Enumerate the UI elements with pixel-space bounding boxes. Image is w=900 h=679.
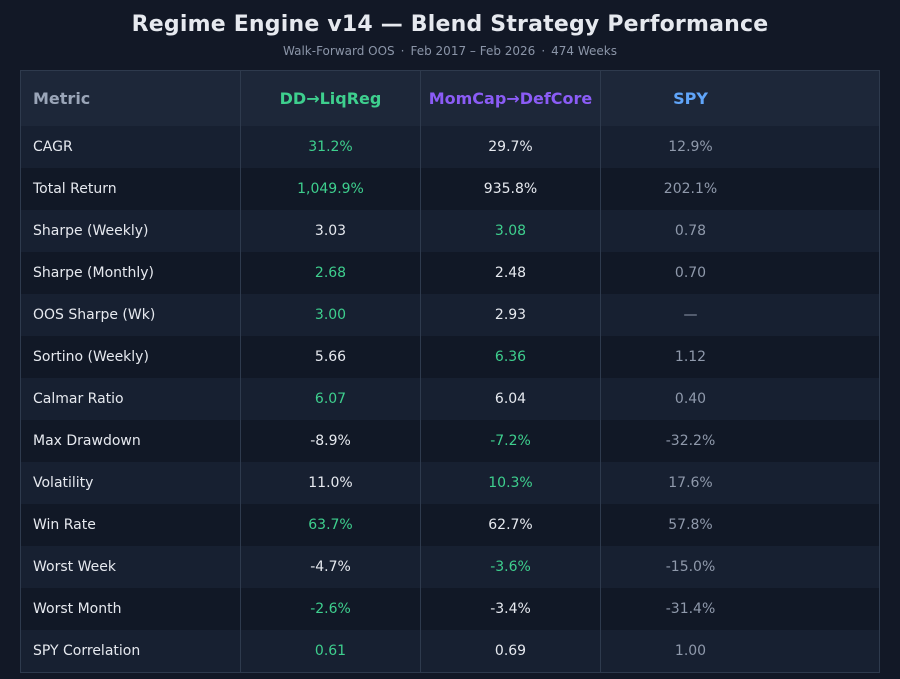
- value-momcap-defcore: 6.04: [494, 391, 527, 407]
- metric-label: Max Drawdown: [33, 433, 141, 449]
- column-divider: [420, 71, 421, 672]
- value-spy: 17.6%: [668, 475, 713, 491]
- value-momcap-defcore: 6.36: [494, 349, 527, 365]
- value-momcap-defcore: 2.93: [494, 307, 527, 323]
- table-row: Sortino (Weekly) 5.66 6.36 1.12: [21, 336, 879, 378]
- value-spy: 0.78: [674, 223, 707, 239]
- table-row: Max Drawdown -8.9% -7.2% -32.2%: [21, 420, 879, 462]
- value-momcap-defcore: 29.7%: [488, 139, 533, 155]
- metric-label: Worst Week: [33, 559, 116, 575]
- subtitle-period: Feb 2017 – Feb 2026: [410, 44, 536, 58]
- column-divider: [240, 71, 241, 672]
- value-dd-liqreg: 11.0%: [308, 475, 353, 491]
- value-dd-liqreg: -8.9%: [310, 433, 351, 449]
- value-spy: 0.40: [674, 391, 707, 407]
- value-momcap-defcore: 3.08: [494, 223, 527, 239]
- column-divider: [600, 71, 601, 672]
- header-momcap-defcore: MomCap→DefCore: [428, 89, 593, 108]
- table-header-row: Metric DD→LiqReg MomCap→DefCore SPY: [21, 71, 879, 126]
- value-spy: 1.00: [674, 643, 707, 659]
- value-momcap-defcore: -3.4%: [490, 601, 531, 617]
- subtitle-method: Walk-Forward OOS: [283, 44, 395, 58]
- metric-label: OOS Sharpe (Wk): [33, 307, 156, 323]
- metric-label: Sharpe (Weekly): [33, 223, 149, 239]
- value-momcap-defcore: 62.7%: [488, 517, 533, 533]
- value-spy: —: [683, 307, 698, 323]
- value-dd-liqreg: -2.6%: [310, 601, 351, 617]
- metric-label: Sortino (Weekly): [33, 349, 149, 365]
- metric-label: Total Return: [33, 181, 117, 197]
- metric-label: Calmar Ratio: [33, 391, 124, 407]
- value-dd-liqreg: 5.66: [314, 349, 347, 365]
- subtitle-separator: ·: [400, 44, 405, 58]
- subtitle-weeks: 474 Weeks: [551, 44, 617, 58]
- value-spy: 202.1%: [663, 181, 718, 197]
- table-row: SPY Correlation 0.61 0.69 1.00: [21, 630, 879, 672]
- value-momcap-defcore: -7.2%: [490, 433, 531, 449]
- value-spy: -15.0%: [665, 559, 716, 575]
- value-spy: 0.70: [674, 265, 707, 281]
- header-dd-liqreg: DD→LiqReg: [279, 89, 382, 108]
- table-row: Total Return 1,049.9% 935.8% 202.1%: [21, 168, 879, 210]
- metric-label: Win Rate: [33, 517, 96, 533]
- chart-title: Regime Engine v14 — Blend Strategy Perfo…: [131, 12, 769, 37]
- value-momcap-defcore: 0.69: [494, 643, 527, 659]
- value-dd-liqreg: -4.7%: [310, 559, 351, 575]
- value-dd-liqreg: 2.68: [314, 265, 347, 281]
- value-spy: -31.4%: [665, 601, 716, 617]
- value-momcap-defcore: -3.6%: [490, 559, 531, 575]
- table-row: Volatility 11.0% 10.3% 17.6%: [21, 462, 879, 504]
- metric-label: SPY Correlation: [33, 643, 141, 659]
- value-dd-liqreg: 3.00: [314, 307, 347, 323]
- subtitle-separator: ·: [541, 44, 546, 58]
- table-row: OOS Sharpe (Wk) 3.00 2.93 —: [21, 294, 879, 336]
- value-spy: 1.12: [674, 349, 707, 365]
- value-dd-liqreg: 1,049.9%: [297, 181, 364, 197]
- table-row: CAGR 31.2% 29.7% 12.9%: [21, 126, 879, 168]
- table-row: Calmar Ratio 6.07 6.04 0.40: [21, 378, 879, 420]
- table-row: Win Rate 63.7% 62.7% 57.8%: [21, 504, 879, 546]
- value-dd-liqreg: 63.7%: [308, 517, 353, 533]
- table-row: Worst Week -4.7% -3.6% -15.0%: [21, 546, 879, 588]
- chart-subtitle: Walk-Forward OOS · Feb 2017 – Feb 2026 · 474…: [0, 44, 900, 58]
- value-spy: 57.8%: [668, 517, 713, 533]
- value-dd-liqreg: 3.03: [314, 223, 347, 239]
- header-metric: Metric: [33, 89, 91, 108]
- table-row: Sharpe (Weekly) 3.03 3.08 0.78: [21, 210, 879, 252]
- value-dd-liqreg: 0.61: [314, 643, 347, 659]
- value-spy: 12.9%: [668, 139, 713, 155]
- table-row: Sharpe (Monthly) 2.68 2.48 0.70: [21, 252, 879, 294]
- metric-label: CAGR: [33, 139, 73, 155]
- value-momcap-defcore: 2.48: [494, 265, 527, 281]
- value-momcap-defcore: 10.3%: [488, 475, 533, 491]
- metric-label: Sharpe (Monthly): [33, 265, 155, 281]
- value-momcap-defcore: 935.8%: [483, 181, 538, 197]
- metric-label: Worst Month: [33, 601, 122, 617]
- value-spy: -32.2%: [665, 433, 716, 449]
- value-dd-liqreg: 6.07: [314, 391, 347, 407]
- header-spy: SPY: [673, 89, 708, 108]
- value-dd-liqreg: 31.2%: [308, 139, 353, 155]
- metric-label: Volatility: [33, 475, 94, 491]
- table-row: Worst Month -2.6% -3.4% -31.4%: [21, 588, 879, 630]
- performance-table: Metric DD→LiqReg MomCap→DefCore SPY CAGR…: [20, 70, 880, 673]
